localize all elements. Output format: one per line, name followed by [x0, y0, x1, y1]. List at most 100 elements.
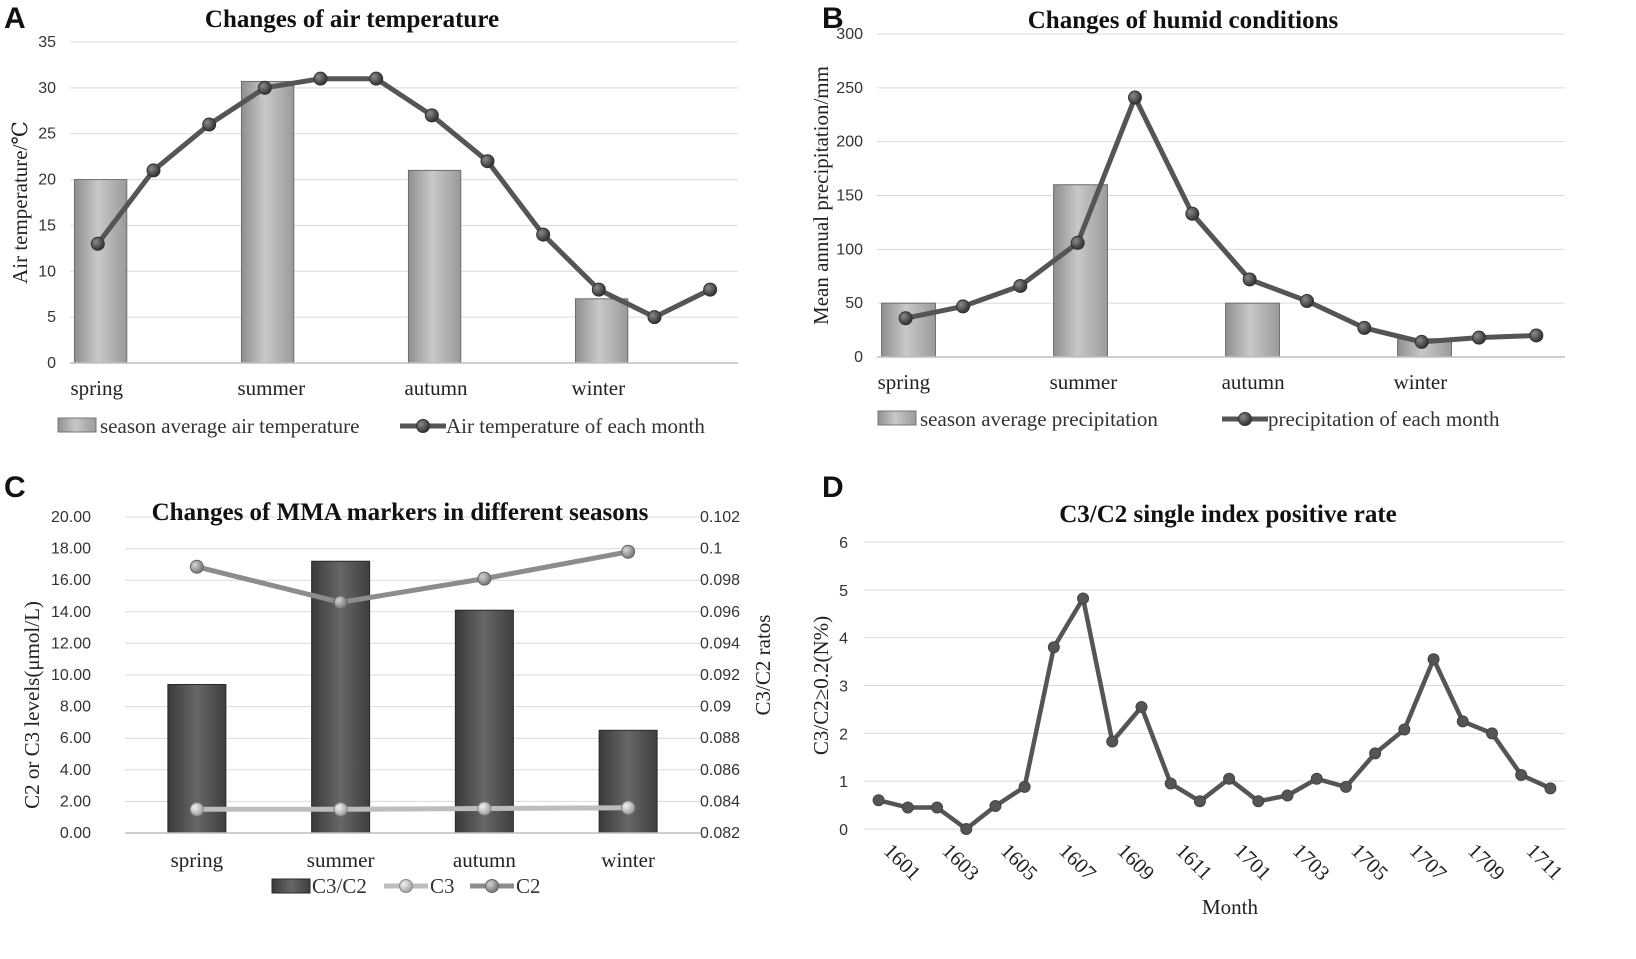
legend-bar-swatch	[271, 878, 311, 894]
monthly-point	[1128, 90, 1142, 105]
x-tick-label: 1711	[1522, 839, 1568, 885]
positive-rate-point	[1544, 782, 1557, 795]
season-bar	[407, 169, 462, 364]
chart-b: 0 50 100 150 200 250 300 Changes of humid condi…	[809, 7, 1565, 431]
y-tick-label: 4	[839, 631, 848, 648]
y-tick-label: 10.00	[51, 667, 91, 684]
ratio-bar	[598, 729, 658, 834]
positive-rate-point	[989, 800, 1002, 813]
y-tick-label: 4.00	[60, 762, 91, 779]
panel-letter-b: B	[822, 2, 844, 35]
positive-rate-point	[1018, 780, 1031, 793]
x-tick-label: 1611	[1171, 839, 1217, 885]
y-tick-label: 2.00	[60, 793, 91, 810]
y-tick-label: 18.00	[51, 541, 91, 558]
panel-letter-a: A	[4, 2, 26, 35]
y-tick-label: 2	[839, 726, 848, 743]
y-tick-label: 50	[845, 295, 863, 312]
chart-title: Changes of humid conditions	[1028, 7, 1339, 34]
monthly-point	[898, 311, 913, 326]
y2-tick-label: 0.082	[700, 825, 740, 842]
x-tick-label: 1707	[1405, 839, 1452, 886]
monthly-point	[90, 236, 105, 251]
legend-c3c2-label: C3/C2	[312, 874, 367, 898]
x-tick-label: 1607	[1054, 839, 1101, 886]
y-axis-label: Air temperature/℃	[8, 121, 32, 284]
legend-line-marker	[1238, 412, 1252, 426]
monthly-point	[146, 163, 161, 178]
y2-tick-label: 0.088	[700, 730, 740, 747]
y-tick-label: 250	[836, 80, 863, 97]
positive-rate-point	[1339, 780, 1352, 793]
ratio-bar	[454, 609, 514, 834]
monthly-point	[703, 282, 718, 297]
x-tick-label: 1701	[1230, 839, 1277, 886]
y-tick-label: 12.00	[51, 635, 91, 652]
legend-bar-label: season average precipitation	[920, 407, 1158, 431]
y2-tick-label: 0.084	[700, 793, 740, 810]
positive-rate-line	[878, 596, 1552, 832]
legend-c2-marker	[485, 879, 499, 893]
y-tick-label: 200	[836, 134, 863, 151]
category-label: spring	[878, 370, 931, 394]
y2-tick-label: 0.092	[700, 667, 740, 684]
monthly-point	[313, 71, 328, 86]
positive-rate-point	[1456, 715, 1469, 728]
x-tick-label: 1703	[1288, 839, 1335, 886]
monthly-point	[480, 154, 495, 169]
y-tick-label: 0.00	[60, 825, 91, 842]
legend-bar-swatch	[57, 417, 97, 433]
y-tick-label: 15	[38, 217, 56, 234]
y-tick-label: 30	[38, 80, 56, 97]
positive-rate-point	[1077, 592, 1090, 605]
positive-rate-point	[1310, 772, 1323, 785]
y-axis-label: C2 or C3 levels(μmol/L)	[20, 601, 44, 809]
positive-rate-point	[872, 794, 885, 807]
monthly-point	[1300, 294, 1314, 309]
y2-tick-label: 0.094	[700, 635, 740, 652]
positive-rate-point	[1515, 768, 1528, 781]
positive-rate-point	[1106, 735, 1119, 748]
y-tick-label: 0	[47, 355, 56, 372]
monthly-point	[1185, 206, 1200, 221]
c3-line	[196, 805, 629, 812]
monthly-point	[536, 227, 551, 242]
category-label: spring	[171, 848, 224, 872]
chart-title: C3/C2 single index positive rate	[1059, 501, 1397, 528]
y2-tick-label: 0.098	[700, 572, 740, 589]
category-label: summer	[1050, 370, 1118, 394]
c2-point	[621, 544, 636, 559]
legend-line-label: precipitation of each month	[1268, 407, 1500, 431]
monthly-point	[1242, 272, 1257, 287]
category-label: winter	[601, 848, 655, 872]
chart-c: 0.00 2.00 4.00 6.00 8.00 10.00 12.00 14.00 16.00…	[20, 499, 775, 898]
x-tick-label: 1609	[1113, 839, 1160, 886]
y2-tick-label: 0.102	[700, 509, 740, 526]
y-tick-label: 5	[839, 583, 848, 600]
y-tick-label: 25	[38, 126, 56, 143]
monthly-point	[1414, 334, 1429, 349]
y-tick-label: 100	[836, 241, 863, 258]
c2-point	[189, 559, 204, 574]
y2-axis-label: C3/C2 ratos	[751, 615, 775, 716]
legend-line-marker	[416, 419, 430, 433]
positive-rate-point	[1369, 747, 1382, 760]
x-tick-label: 1605	[996, 839, 1043, 886]
season-bar	[1225, 302, 1280, 358]
monthly-point	[1357, 320, 1372, 335]
legend-c3-label: C3	[430, 874, 455, 898]
category-label: winter	[1394, 370, 1448, 394]
y-tick-label: 1	[839, 774, 848, 791]
season-bar	[73, 179, 128, 364]
y-tick-label: 10	[38, 263, 56, 280]
monthly-point	[591, 282, 606, 297]
monthly-point	[1529, 328, 1544, 343]
monthly-point	[1013, 278, 1028, 293]
y-tick-label: 6	[839, 535, 848, 552]
positive-rate-point	[1193, 795, 1206, 808]
chart-a: 0 5 10 15 20 25 30 35 Changes of air temperature…	[8, 6, 738, 438]
positive-rate-point	[1223, 772, 1236, 785]
monthly-line	[905, 95, 1537, 345]
category-label: spring	[70, 376, 123, 400]
